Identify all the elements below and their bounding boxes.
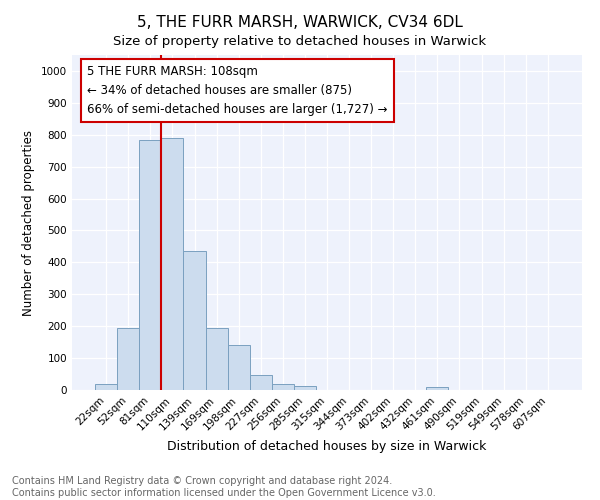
- Bar: [95, 384, 117, 390]
- Text: 5, THE FURR MARSH, WARWICK, CV34 6DL: 5, THE FURR MARSH, WARWICK, CV34 6DL: [137, 15, 463, 30]
- Text: Size of property relative to detached houses in Warwick: Size of property relative to detached ho…: [113, 35, 487, 48]
- Bar: [250, 375, 272, 390]
- Text: 5 THE FURR MARSH: 108sqm
← 34% of detached houses are smaller (875)
66% of semi-: 5 THE FURR MARSH: 108sqm ← 34% of detach…: [88, 65, 388, 116]
- Bar: [294, 386, 316, 390]
- Bar: [272, 384, 294, 390]
- Bar: [161, 138, 184, 390]
- Bar: [427, 387, 448, 390]
- Bar: [206, 328, 227, 390]
- Bar: [117, 328, 139, 390]
- Bar: [227, 344, 250, 390]
- X-axis label: Distribution of detached houses by size in Warwick: Distribution of detached houses by size …: [167, 440, 487, 453]
- Y-axis label: Number of detached properties: Number of detached properties: [22, 130, 35, 316]
- Bar: [184, 251, 206, 390]
- Bar: [139, 140, 161, 390]
- Text: Contains HM Land Registry data © Crown copyright and database right 2024.
Contai: Contains HM Land Registry data © Crown c…: [12, 476, 436, 498]
